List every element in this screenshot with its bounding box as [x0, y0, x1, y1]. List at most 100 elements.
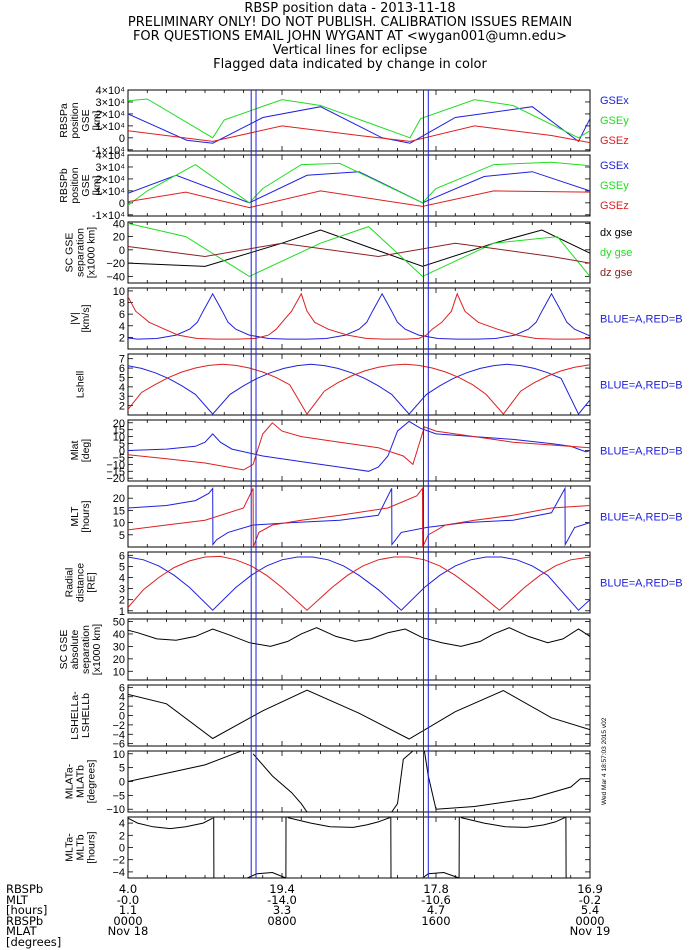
y-tick-label: 4×10⁴ — [95, 150, 125, 162]
y-axis-label: separation — [75, 228, 87, 277]
series-line-b — [128, 363, 590, 415]
panel-frame — [127, 419, 591, 482]
y-tick-label: −4 — [112, 729, 125, 741]
series-group — [128, 555, 590, 611]
y-axis-label: MLATb — [75, 765, 87, 798]
series-group — [128, 486, 590, 547]
series-group — [128, 751, 590, 812]
y-tick-label: 3 — [119, 584, 125, 596]
y-tick-label: −5 — [112, 790, 125, 802]
chart-title: RBSP position data - 2013-11-18 — [244, 1, 456, 16]
panel-frame — [127, 750, 591, 813]
footer-cell: 5.4 — [580, 903, 600, 918]
y-tick-label: 7 — [119, 354, 125, 366]
y-axis-label: |V| — [69, 312, 81, 324]
y-tick-label: 5 — [119, 561, 125, 573]
series-line-b — [128, 422, 590, 471]
y-axis-label: distance — [75, 563, 87, 602]
y-tick-label: 2×10⁴ — [95, 109, 125, 121]
footer-cell: 1.1 — [118, 903, 138, 918]
legend-entry: GSEx — [600, 95, 629, 107]
legend-entry: GSEz — [600, 135, 629, 147]
y-tick-label: 4 — [119, 818, 125, 830]
y-tick-label: 50 — [113, 616, 125, 628]
legend-entry: dx gse — [600, 227, 632, 239]
footer-cell: 1600 — [421, 913, 451, 928]
legend-entry: BLUE=A,RED=B — [600, 578, 683, 590]
y-axis-label: RBSPb — [58, 168, 70, 203]
panel-frame — [127, 287, 591, 350]
footer-row-label: [hours] — [6, 903, 48, 918]
y-axis-label: position — [69, 102, 81, 138]
y-tick-label: 3×10⁴ — [95, 97, 125, 109]
series-line-a — [128, 556, 590, 611]
y-tick-label: 10 — [113, 432, 125, 444]
y-tick-label: 5 — [119, 530, 125, 542]
footer-row-label: MLT — [6, 892, 28, 907]
footer-cell: -14.0 — [267, 892, 297, 907]
flag-note: Flagged data indicated by change in colo… — [213, 57, 487, 72]
panel-frame — [127, 684, 591, 747]
series-line-dmlt-9 — [460, 817, 566, 828]
y-tick-label: 1 — [119, 606, 125, 618]
series-line-dy-gse — [128, 222, 590, 277]
legend-entry: GSEy — [600, 115, 629, 127]
y-tick-label: −4 — [112, 867, 125, 879]
series-group — [128, 627, 590, 647]
y-tick-label: -1×10⁴ — [92, 145, 125, 157]
footer-column: 19.4 -14.0 3.3 0800 — [247, 883, 317, 937]
y-tick-label: 4×10⁴ — [95, 85, 125, 97]
series-line-dmlt-1 — [128, 817, 213, 830]
legend-entry: BLUE=A,RED=B — [600, 380, 683, 392]
series-line-gsex — [128, 106, 590, 144]
series-line-gsez — [128, 125, 590, 144]
footer-cell: 0000 — [113, 913, 143, 928]
y-tick-label: 0 — [119, 843, 125, 855]
panel-frame — [127, 353, 591, 416]
footer-row-label: [degrees] — [6, 935, 62, 949]
series-line-dmlat-2 — [252, 753, 308, 812]
legend-entry: GSEx — [600, 160, 629, 172]
y-tick-label: 6 — [119, 682, 125, 694]
y-tick-label: 1×10⁴ — [95, 186, 125, 198]
panel-frame — [127, 154, 591, 217]
footer-cell: Nov 19 — [569, 924, 611, 939]
footer-cell: -0.0 — [116, 892, 140, 907]
y-tick-label: 4 — [119, 692, 125, 704]
y-axis-label: MLTb — [75, 834, 87, 860]
series-line-dmlat-4 — [423, 751, 590, 810]
series-line-gsez — [128, 190, 590, 209]
y-tick-label: −20 — [106, 473, 125, 485]
y-tick-label: 2 — [119, 332, 125, 344]
y-tick-label: 5 — [119, 763, 125, 775]
y-tick-label: 10 — [113, 518, 125, 530]
footer-column: 17.8 -10.6 4.7 1600 — [401, 883, 471, 937]
series-group — [128, 161, 590, 209]
series-line-dmlat-3 — [391, 751, 414, 812]
y-axis-label: MLT — [69, 506, 81, 527]
y-tick-label: 5 — [119, 372, 125, 384]
series-line-b — [128, 486, 590, 547]
y-tick-label: 3×10⁴ — [95, 162, 125, 174]
x-axis-annotation-table: RBSPb MLT [hours] RBSPb MLAT [degrees] 4.0 -0.0… — [0, 883, 700, 950]
footer-row-label: RBSPb — [6, 913, 44, 928]
series-line-a — [128, 420, 590, 472]
y-axis-label: GSE — [80, 174, 92, 196]
legend-entry: BLUE=A,RED=B — [600, 314, 683, 326]
y-axis-label: Lshell — [75, 371, 87, 398]
y-tick-label: −40 — [106, 271, 125, 283]
y-tick-label: 2 — [119, 401, 125, 413]
y-tick-label: 0 — [119, 245, 125, 257]
panel-frame — [127, 618, 591, 681]
series-line-gsey — [128, 161, 590, 206]
series-line-dz-gse — [128, 242, 590, 264]
series-line--sep- — [128, 627, 590, 647]
y-tick-label: 20 — [113, 418, 125, 430]
y-axis-label: separation — [80, 625, 92, 674]
y-tick-label: 2 — [119, 595, 125, 607]
y-tick-label: 0 — [119, 711, 125, 723]
y-tick-label: −10 — [106, 459, 125, 471]
timestamp-stamp: Wed Mar 4 18:57:03 2015 v02 — [601, 717, 608, 805]
y-tick-label: 6 — [119, 550, 125, 562]
footer-column: 4.0 -0.0 1.1 0000 Nov 18 — [93, 883, 163, 937]
